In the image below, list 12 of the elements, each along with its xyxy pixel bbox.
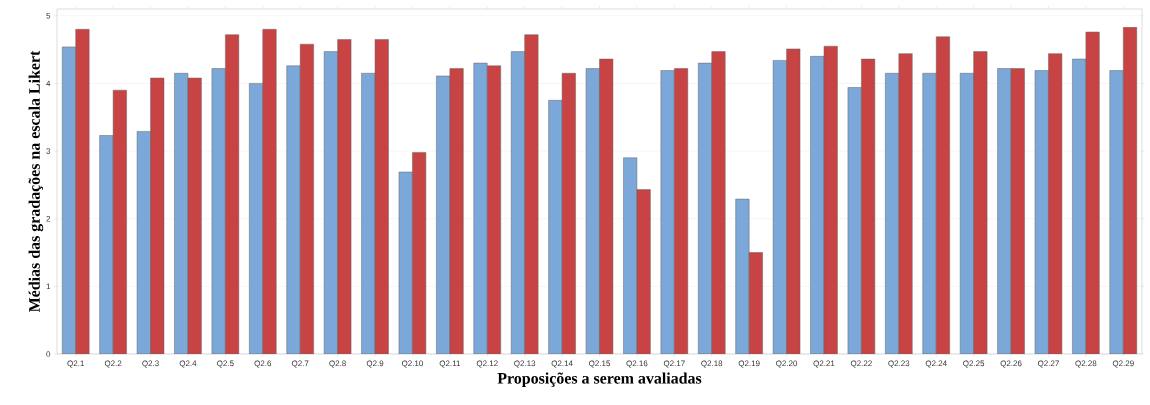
bar <box>1109 70 1124 354</box>
bar <box>898 53 913 354</box>
bar <box>735 198 750 354</box>
bar <box>286 65 301 354</box>
x-axis-title: Proposições a serem avaliadas <box>497 372 702 387</box>
bar <box>711 51 726 354</box>
y-axis-title: Médias das gradações na escala Likert <box>28 50 44 313</box>
bar <box>473 62 488 354</box>
bar <box>262 29 277 354</box>
bar <box>75 29 90 354</box>
bar <box>449 68 464 354</box>
bar <box>922 73 937 354</box>
